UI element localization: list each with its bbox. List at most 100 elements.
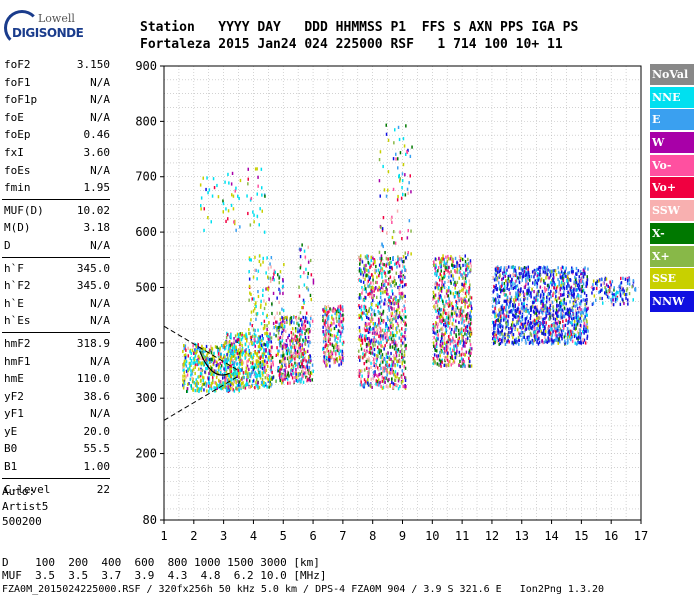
echo-point bbox=[283, 328, 285, 332]
echo-point bbox=[385, 368, 387, 372]
echo-point bbox=[441, 358, 443, 362]
echo-point bbox=[368, 350, 371, 354]
echo-point bbox=[276, 326, 278, 330]
echo-point bbox=[377, 354, 379, 359]
echo-point bbox=[449, 338, 451, 342]
echo-point bbox=[538, 272, 541, 276]
echo-point bbox=[211, 347, 214, 351]
echo-point bbox=[372, 286, 374, 290]
echo-point bbox=[237, 387, 239, 391]
echo-point bbox=[202, 350, 204, 354]
echo-point bbox=[508, 304, 510, 308]
echo-point bbox=[379, 327, 382, 331]
echo-point bbox=[396, 209, 399, 213]
echo-point bbox=[368, 277, 371, 282]
echo-point bbox=[364, 323, 366, 327]
echo-point bbox=[297, 330, 299, 334]
echo-point bbox=[232, 367, 235, 371]
echo-point bbox=[225, 340, 227, 344]
echo-point bbox=[397, 304, 400, 309]
echo-point bbox=[203, 382, 205, 386]
echo-point bbox=[392, 298, 395, 302]
echo-point bbox=[548, 285, 550, 289]
echo-point bbox=[301, 243, 303, 247]
echo-point bbox=[452, 274, 454, 278]
echo-point bbox=[324, 334, 327, 338]
echo-point bbox=[218, 351, 220, 356]
echo-point bbox=[268, 375, 271, 379]
echo-point bbox=[512, 307, 515, 311]
echo-point bbox=[252, 341, 254, 345]
echo-point bbox=[400, 270, 402, 274]
echo-point bbox=[310, 359, 312, 363]
echo-point bbox=[209, 360, 211, 364]
echo-point bbox=[376, 383, 379, 387]
echo-point bbox=[390, 266, 392, 270]
echo-point bbox=[445, 291, 448, 295]
echo-point bbox=[381, 328, 384, 332]
echo-point bbox=[291, 357, 293, 361]
echo-point bbox=[570, 296, 573, 300]
echo-point bbox=[362, 275, 364, 279]
echo-point bbox=[380, 261, 382, 265]
echo-point bbox=[391, 345, 394, 349]
echo-point bbox=[270, 336, 273, 340]
echo-point bbox=[495, 318, 498, 323]
echo-point bbox=[448, 288, 450, 293]
echo-point bbox=[301, 370, 303, 374]
echo-point bbox=[225, 357, 228, 361]
echo-point bbox=[553, 269, 555, 273]
echo-point bbox=[464, 276, 467, 280]
echo-point bbox=[390, 217, 392, 221]
echo-point bbox=[565, 318, 567, 322]
echo-point bbox=[205, 344, 208, 349]
echo-point bbox=[281, 336, 284, 340]
echo-point bbox=[365, 287, 367, 291]
echo-point bbox=[229, 368, 231, 372]
echo-point bbox=[546, 340, 548, 344]
echo-point bbox=[398, 286, 400, 291]
echo-point bbox=[516, 320, 518, 324]
echo-point bbox=[295, 378, 298, 382]
echo-point bbox=[551, 283, 553, 287]
echo-point bbox=[446, 294, 449, 298]
echo-point bbox=[284, 345, 286, 349]
echo-point bbox=[568, 319, 570, 323]
echo-point bbox=[307, 340, 309, 344]
echo-point bbox=[510, 331, 512, 335]
echo-point bbox=[455, 291, 458, 295]
echo-point bbox=[224, 378, 227, 382]
echo-point bbox=[270, 265, 272, 269]
echo-point bbox=[276, 328, 278, 332]
echo-point bbox=[290, 316, 292, 320]
echo-point bbox=[407, 191, 409, 195]
echo-point bbox=[465, 294, 468, 298]
echo-point bbox=[399, 292, 402, 296]
echo-point bbox=[291, 334, 293, 338]
echo-point bbox=[334, 311, 336, 316]
echo-point bbox=[461, 330, 463, 334]
echo-point bbox=[450, 270, 452, 274]
echo-point bbox=[522, 268, 525, 272]
echo-point bbox=[558, 304, 560, 308]
echo-point bbox=[335, 357, 338, 361]
echo-point bbox=[561, 308, 564, 312]
echo-point bbox=[302, 338, 304, 342]
echo-point bbox=[303, 348, 305, 352]
echo-point bbox=[216, 384, 218, 388]
echo-point bbox=[267, 351, 269, 355]
echo-point bbox=[284, 360, 286, 364]
logo-text-lowell: Lowell bbox=[38, 12, 75, 25]
echo-point bbox=[453, 330, 455, 334]
echo-point bbox=[375, 329, 378, 333]
echo-point bbox=[563, 293, 565, 297]
echo-point bbox=[274, 270, 276, 274]
echo-point bbox=[250, 292, 252, 296]
echo-point bbox=[383, 302, 385, 306]
echo-point bbox=[285, 362, 287, 366]
echo-point bbox=[470, 304, 472, 308]
echo-point bbox=[190, 373, 192, 377]
echo-point bbox=[326, 320, 328, 324]
echo-point bbox=[264, 348, 266, 352]
echo-point bbox=[403, 319, 405, 323]
